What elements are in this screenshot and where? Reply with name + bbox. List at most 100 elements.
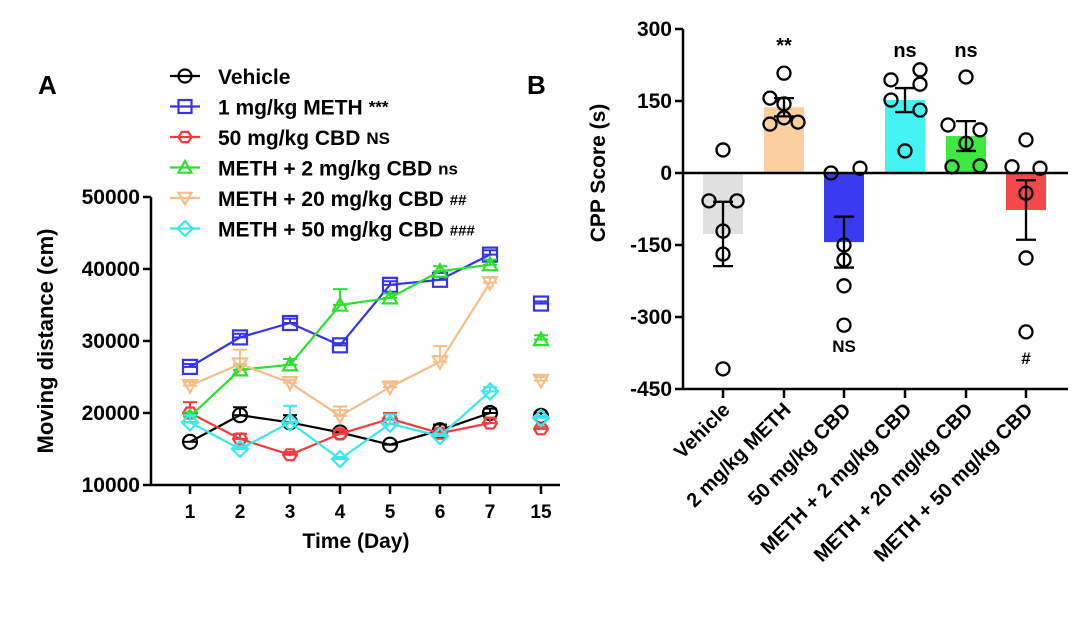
x-tick-label: 50 mg/kg CBD	[744, 399, 855, 510]
data-point	[715, 361, 731, 377]
series-1	[181, 246, 550, 376]
data-point	[790, 114, 806, 130]
data-point	[1018, 324, 1034, 340]
data-point	[380, 414, 400, 434]
x-tick-label: 4	[335, 502, 346, 523]
data-point	[912, 62, 928, 78]
line-chart-panel-a: 10000 20000 30000 40000 50000 1 2 3 4 5 6 7 15 Movin…	[33, 66, 560, 553]
y-tick-label: 10000	[82, 474, 140, 497]
legend-item: Vehicle	[170, 66, 290, 89]
data-point	[972, 158, 988, 174]
data-point	[940, 117, 956, 133]
legend: Vehicle 1 mg/kg METH *** 50 mg/kg CBD NS METH…	[170, 66, 475, 242]
data-point	[180, 412, 200, 432]
y-tick-label: 0	[660, 162, 672, 185]
data-point	[823, 165, 839, 181]
legend-name: METH + 2 mg/kg CBD	[218, 158, 432, 181]
series-2	[181, 401, 550, 462]
data-point	[715, 142, 731, 158]
data-point	[330, 449, 350, 469]
data-point	[1004, 159, 1020, 175]
legend-label: 1 mg/kg METH ***	[218, 97, 389, 120]
group-2: NS	[823, 160, 868, 356]
y-tick-label: 300	[637, 18, 672, 41]
y-tick-label: 150	[637, 90, 672, 113]
line-chart-series	[180, 246, 551, 469]
bar-chart-points: ** NS ns ns #	[701, 35, 1048, 377]
x-tick-label: 15	[530, 502, 552, 523]
data-point	[836, 317, 852, 333]
y-tick-label: 40000	[82, 258, 140, 281]
x-tick-label: 2 mg/kg METH	[683, 399, 796, 512]
legend-significance: ns	[438, 160, 458, 179]
data-point	[1018, 132, 1034, 148]
series-4	[181, 275, 550, 426]
y-tick-label: 20000	[82, 402, 140, 425]
line-chart-ylabel: Moving distance (cm)	[33, 229, 58, 454]
legend-significance: ***	[369, 98, 389, 117]
data-point	[1032, 160, 1048, 176]
legend-label: METH + 50 mg/kg CBD ###	[218, 219, 475, 242]
data-point	[280, 412, 300, 432]
legend-name: Vehicle	[218, 66, 290, 89]
data-point	[958, 69, 974, 85]
data-point	[480, 381, 500, 401]
x-tick-label: 1	[185, 502, 196, 523]
data-point	[1018, 250, 1034, 266]
data-point	[531, 408, 551, 428]
data-point	[972, 122, 988, 138]
legend-item: 1 mg/kg METH ***	[170, 97, 389, 120]
legend-marker	[175, 219, 195, 238]
panel-a-label: A	[38, 70, 57, 100]
line-chart-axes: 10000 20000 30000 40000 50000 1 2 3 4 5 6 7 15	[82, 186, 560, 523]
y-tick-label: 30000	[82, 330, 140, 353]
group-5: #	[1004, 132, 1048, 368]
legend-item: METH + 20 mg/kg CBD ##	[170, 188, 467, 211]
group-4: ns	[940, 40, 988, 175]
line-chart-xlabel: Time (Day)	[303, 530, 410, 553]
data-point	[836, 278, 852, 294]
significance-label: ns	[893, 40, 916, 62]
x-tick-label: 2	[235, 502, 246, 523]
group-1: **	[762, 35, 806, 132]
legend-significance: NS	[366, 129, 390, 148]
group-3: ns	[883, 40, 928, 159]
panel-b-label: B	[527, 70, 546, 100]
legend-item: 50 mg/kg CBD NS	[170, 127, 390, 150]
y-tick-label: -300	[630, 306, 672, 329]
significance-label: #	[1021, 349, 1031, 368]
data-point	[852, 160, 868, 176]
significance-label: ns	[954, 40, 977, 62]
x-tick-label: 6	[435, 502, 446, 523]
data-point	[430, 426, 450, 446]
y-tick-label: -450	[630, 378, 672, 401]
x-tick-label: 5	[385, 502, 396, 523]
data-point	[883, 92, 899, 108]
x-tick-label: 7	[485, 502, 496, 523]
legend-item: METH + 50 mg/kg CBD ###	[170, 219, 475, 242]
significance-label: **	[776, 35, 792, 57]
series-5	[180, 381, 551, 469]
data-point	[230, 439, 250, 459]
data-point	[912, 102, 928, 118]
legend-name: 50 mg/kg CBD	[218, 127, 360, 150]
legend-name: METH + 50 mg/kg CBD	[218, 219, 444, 242]
legend-label: METH + 20 mg/kg CBD ##	[218, 188, 467, 211]
data-point	[912, 76, 928, 92]
legend-label: METH + 2 mg/kg CBD ns	[218, 158, 458, 181]
legend-label: 50 mg/kg CBD NS	[218, 127, 390, 150]
legend-significance: ##	[450, 192, 467, 209]
significance-label: NS	[832, 337, 856, 356]
data-point	[776, 65, 792, 81]
bar-chart-ylabel: CPP Score (s)	[587, 104, 610, 243]
legend-item: METH + 2 mg/kg CBD ns	[170, 158, 458, 181]
bar-chart-bars	[703, 100, 1046, 243]
x-tick-label: 3	[285, 502, 296, 523]
legend-name: METH + 20 mg/kg CBD	[218, 188, 444, 211]
y-tick-label: -150	[630, 234, 672, 257]
data-point	[762, 116, 778, 132]
legend-name: 1 mg/kg METH	[218, 97, 363, 120]
